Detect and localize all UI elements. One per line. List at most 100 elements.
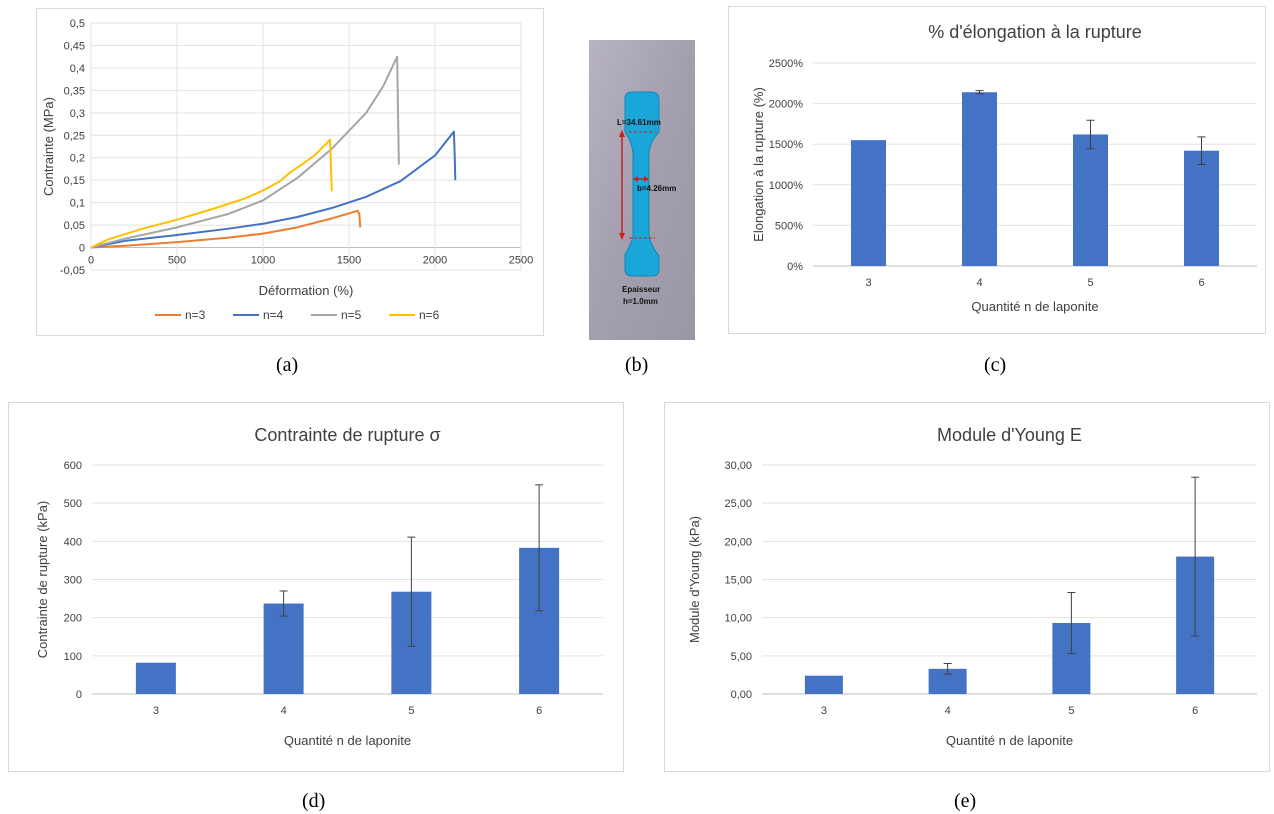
x-tick-label: 0 <box>88 255 94 267</box>
x-tick-label: 1500 <box>337 255 361 267</box>
x-axis-label: Quantité n de laponite <box>971 299 1098 314</box>
y-tick-label: 0% <box>787 261 803 273</box>
width-arrowhead-right <box>644 176 649 182</box>
y-tick-label: 20,00 <box>724 536 752 548</box>
length-arrowhead-top <box>619 130 625 137</box>
x-tick-label: 5 <box>408 705 414 717</box>
y-tick-label: 1000% <box>769 180 803 192</box>
x-tick-label: 4 <box>976 277 982 289</box>
bar-3 <box>851 140 886 266</box>
y-tick-label: 2000% <box>769 99 803 111</box>
y-tick-label: -0,05 <box>60 265 85 277</box>
chart-d: 0 100 200 300 400 500 600 3 4 5 6 Contrainte de rup… <box>35 425 603 748</box>
panel-label-a: (a) <box>276 354 299 376</box>
width-label: b=4.26mm <box>637 184 676 193</box>
y-tick-label: 0,25 <box>64 130 85 142</box>
thickness-label-1: Epaisseur <box>622 285 660 294</box>
y-tick-label: 100 <box>64 651 82 663</box>
x-axis-label: Déformation (%) <box>259 283 354 298</box>
y-tick-label: 0,35 <box>64 85 85 97</box>
x-tick-label: 3 <box>865 277 871 289</box>
chart-a: -0,0500,050,10,150,20,250,30,350,40,450,… <box>41 18 533 322</box>
x-tick-label: 3 <box>821 705 827 717</box>
panel-label-b: (b) <box>625 354 649 376</box>
chart-e-panel: 0,00 5,00 10,00 15,00 20,00 25,00 30,00 3 4 5 6 Mod… <box>664 402 1270 772</box>
chart-c: 0% 500% 1000% 1500% 2000% 2500% 3 4 5 6 % d'élonga… <box>751 22 1257 314</box>
y-tick-label: 0,05 <box>64 220 85 232</box>
x-tick-label: 6 <box>536 705 542 717</box>
series-line-n=4 <box>90 130 457 249</box>
y-tick-label: 30,00 <box>724 460 752 472</box>
panel-label-c: (c) <box>984 354 1007 376</box>
y-tick-label: 0,00 <box>731 689 752 701</box>
y-axis-label: Elongation à la rupture (%) <box>751 87 766 242</box>
y-tick-label: 0,45 <box>64 40 85 52</box>
series-line-n=6 <box>90 138 333 249</box>
x-tick-label: 4 <box>281 705 287 717</box>
y-tick-label: 1500% <box>769 139 803 151</box>
specimen-illustration: L=34.61mm b=4.26mm Epaisseur h=1.0mm <box>589 40 695 340</box>
y-tick-label: 0 <box>76 689 82 701</box>
bar-5 <box>1073 134 1108 266</box>
chart-a-panel: -0,05 0 0,05 0,1 0,15 0,2 0,25 0,3 0,35 0,4 0,45 0,… <box>36 8 544 336</box>
width-arrowhead-left <box>633 176 638 182</box>
gel-dogbone-shape <box>624 91 660 277</box>
panel-label-e: (e) <box>954 790 977 812</box>
x-tick-label: 1000 <box>251 255 275 267</box>
bar-6 <box>1184 150 1219 266</box>
x-tick-label: 500 <box>168 255 186 267</box>
y-tick-label: 25,00 <box>724 498 752 510</box>
chart-e: 0,00 5,00 10,00 15,00 20,00 25,00 30,00 3 4 5 6 Mod… <box>687 425 1257 748</box>
x-tick-label: 5 <box>1087 277 1093 289</box>
y-tick-label: 10,00 <box>724 613 752 625</box>
y-axis-label: Module d'Young (kPa) <box>687 516 702 643</box>
chart-title: % d'élongation à la rupture <box>928 22 1142 42</box>
y-tick-label: 5,00 <box>731 651 752 663</box>
legend-label: n=3 <box>185 308 206 322</box>
x-tick-label: 3 <box>153 705 159 717</box>
y-tick-label: 500% <box>775 220 803 232</box>
x-tick-label: 6 <box>1198 277 1204 289</box>
chart-c-panel: 0% 500% 1000% 1500% 2000% 2500% 3 4 5 6 % d'élonga… <box>728 6 1266 334</box>
bar-4 <box>962 92 997 267</box>
legend-label: n=6 <box>419 308 440 322</box>
length-label: L=34.61mm <box>617 118 661 127</box>
x-tick-label: 6 <box>1192 705 1198 717</box>
y-tick-label: 300 <box>64 575 82 587</box>
y-axis-label: Contrainte de rupture (kPa) <box>35 501 50 659</box>
chart-title: Module d'Young E <box>937 425 1082 445</box>
series-line-n=5 <box>90 55 400 249</box>
y-axis-label: Contrainte (MPa) <box>41 97 56 196</box>
chart-d-panel: 0 100 200 300 400 500 600 3 4 5 6 Contrainte de rup… <box>8 402 624 772</box>
series-line-n=3 <box>90 209 362 249</box>
y-tick-label: 0 <box>79 243 85 255</box>
x-tick-label: 2500 <box>509 255 533 267</box>
x-axis-label: Quantité n de laponite <box>284 733 411 748</box>
specimen-photo: L=34.61mm b=4.26mm Epaisseur h=1.0mm <box>589 40 695 340</box>
bar-3 <box>804 675 843 694</box>
y-tick-label: 0,15 <box>64 175 85 187</box>
y-tick-label: 2500% <box>769 58 803 70</box>
y-tick-label: 200 <box>64 613 82 625</box>
x-axis-label: Quantité n de laponite <box>946 733 1073 748</box>
x-tick-label: 4 <box>945 705 951 717</box>
thickness-label-2: h=1.0mm <box>623 297 658 306</box>
y-tick-label: 0,2 <box>70 153 85 165</box>
y-tick-label: 0,5 <box>70 18 85 30</box>
y-tick-label: 0,4 <box>70 63 85 75</box>
y-tick-label: 600 <box>64 460 82 472</box>
x-tick-label: 5 <box>1068 705 1074 717</box>
y-tick-label: 500 <box>64 498 82 510</box>
legend-label: n=4 <box>263 308 284 322</box>
y-tick-label: 0,1 <box>70 198 85 210</box>
legend-label: n=5 <box>341 308 362 322</box>
bar-4 <box>263 603 304 694</box>
x-tick-label: 2000 <box>423 255 447 267</box>
chart-title: Contrainte de rupture σ <box>254 425 440 445</box>
y-tick-label: 400 <box>64 536 82 548</box>
y-tick-label: 15,00 <box>724 575 752 587</box>
y-tick-label: 0,3 <box>70 108 85 120</box>
panel-label-d: (d) <box>302 790 326 812</box>
length-arrowhead-bottom <box>619 233 625 240</box>
bar-3 <box>135 662 176 694</box>
